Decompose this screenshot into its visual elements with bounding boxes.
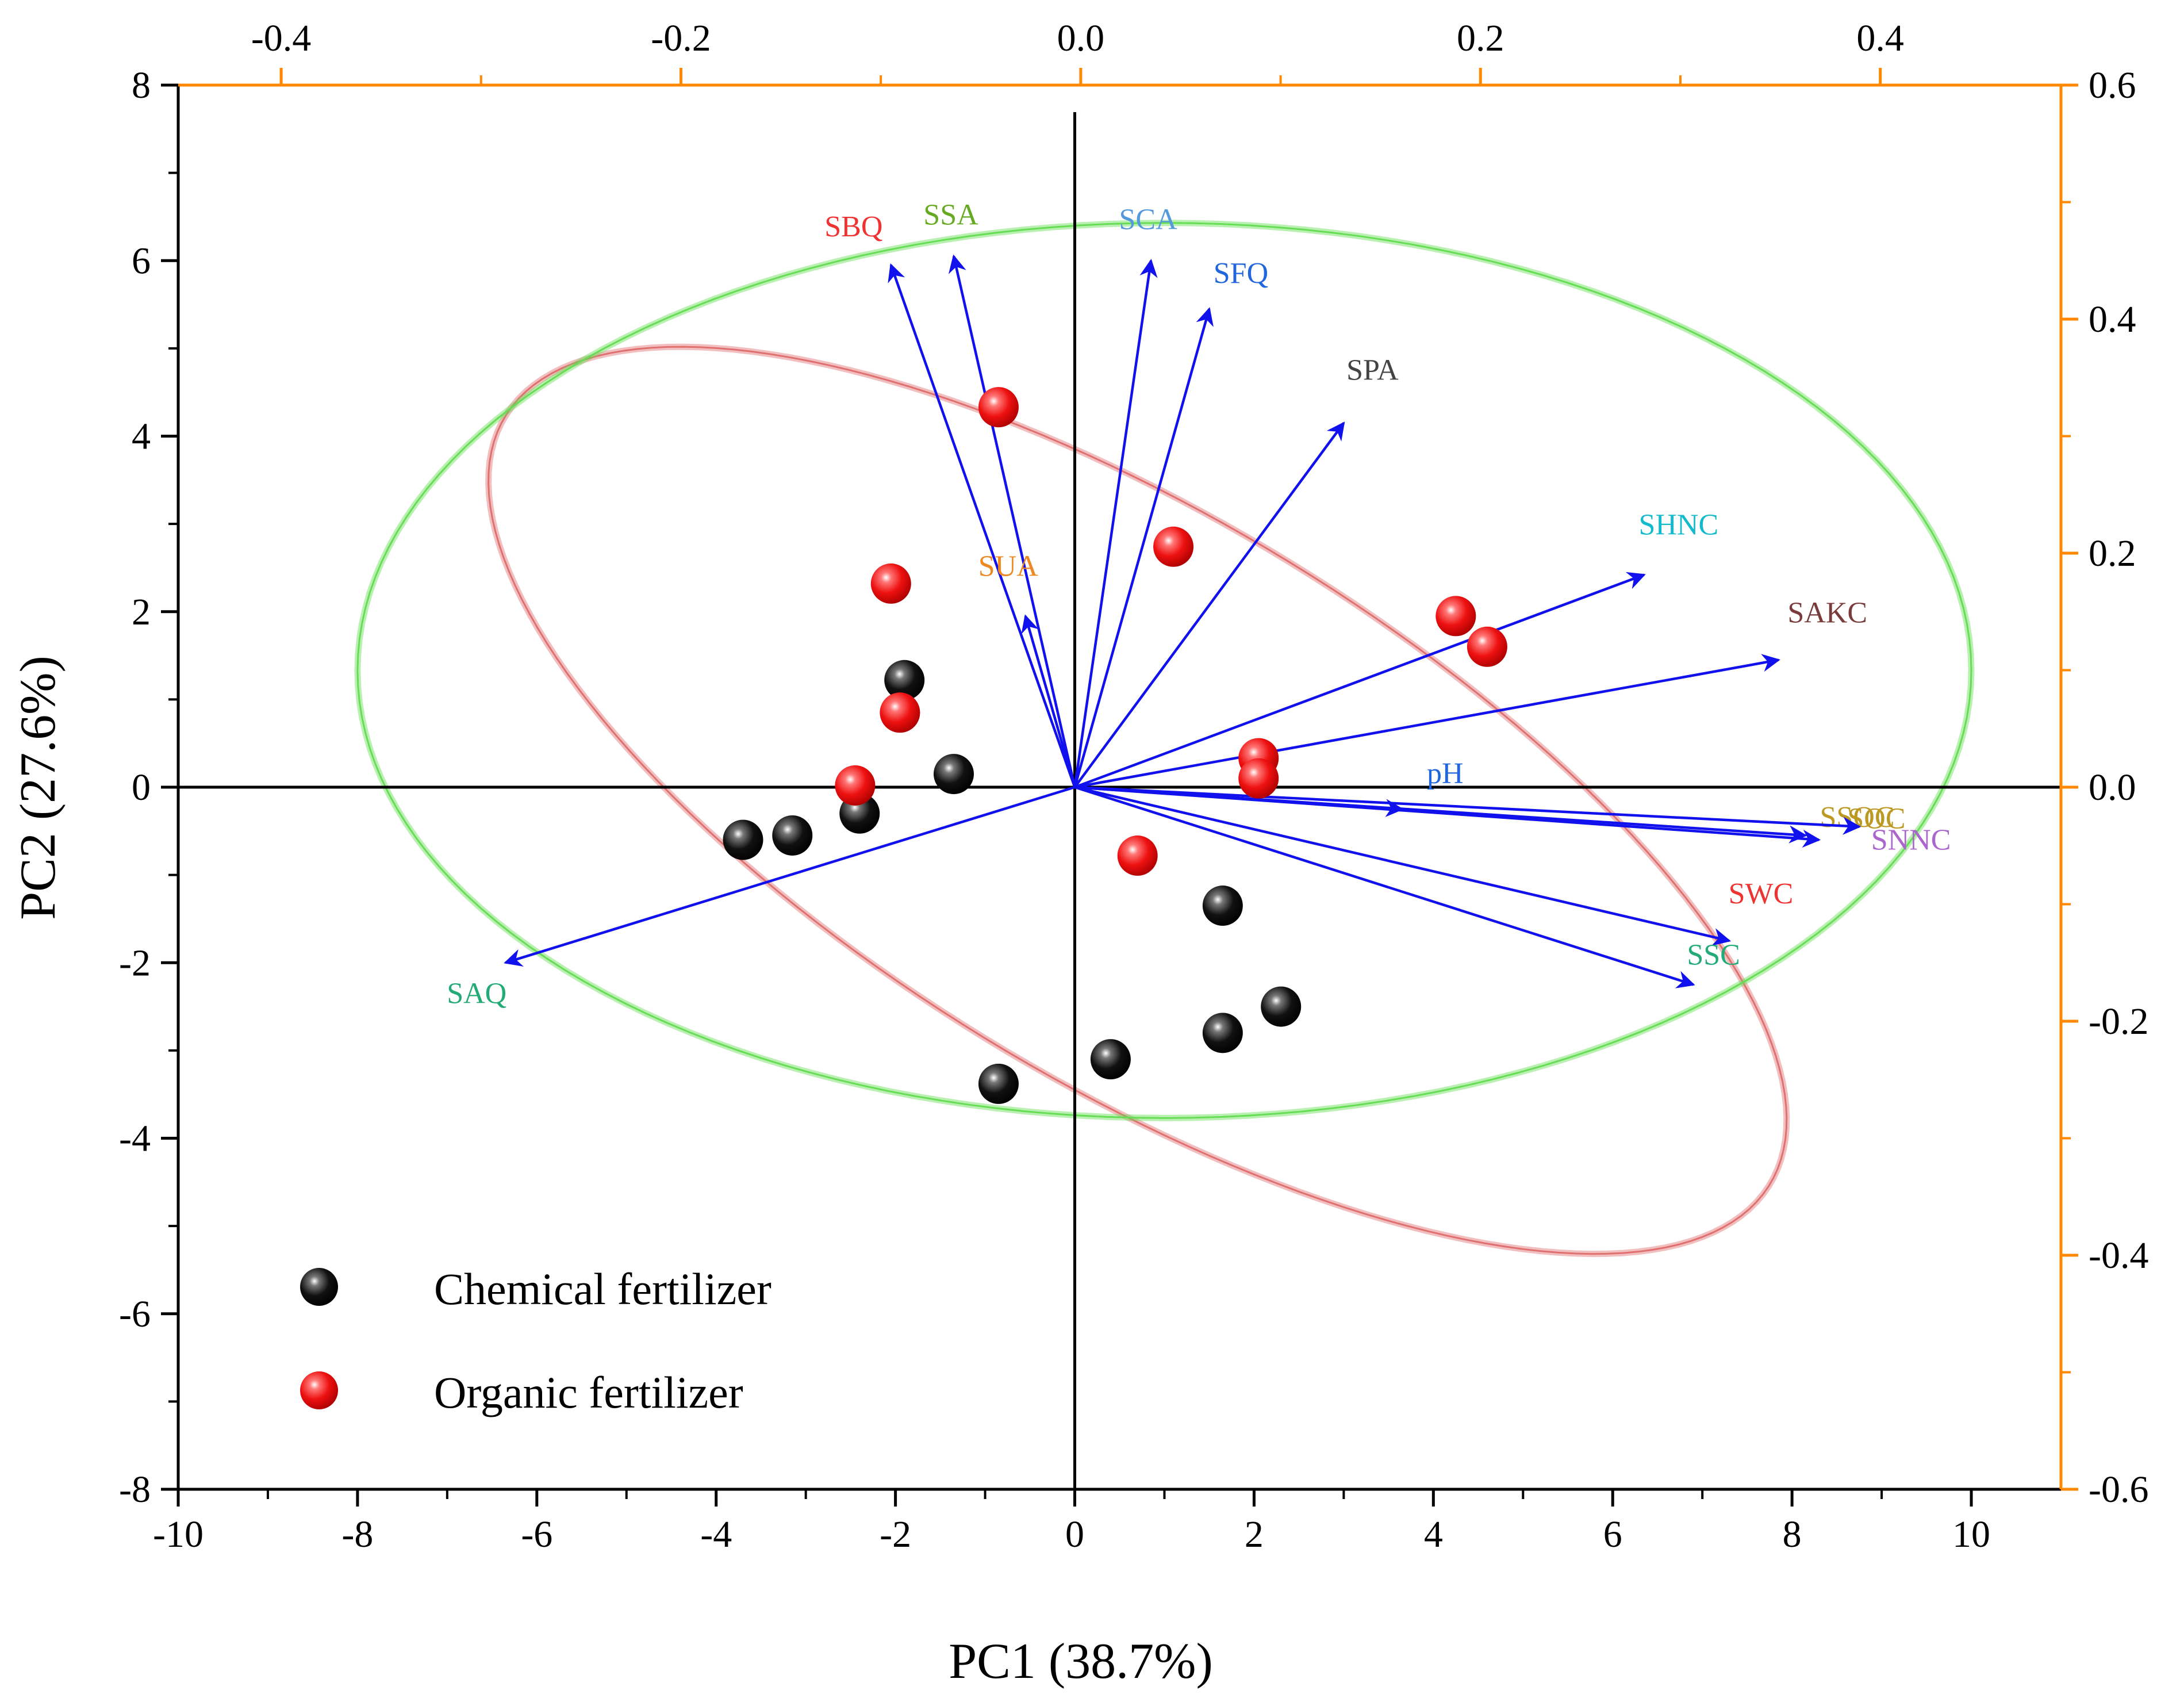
point-organic-fertilizer-9: [1435, 596, 1476, 637]
loading-arrow-sbq: [888, 263, 1076, 788]
point-organic-fertilizer-1: [835, 765, 876, 806]
right-tick-label--0.2: -0.2: [2089, 1001, 2148, 1042]
origin-crosshair: [178, 112, 2061, 1489]
y-tick-label--4: -4: [119, 1118, 151, 1160]
x-tick-label-8: 8: [1783, 1513, 1802, 1555]
point-chemical-fertilizer-6: [978, 1063, 1019, 1104]
legend-label-organic: Organic fertilizer: [434, 1367, 743, 1417]
loading-label-sca: SCA: [1119, 203, 1178, 236]
x-tick-label-4: 4: [1424, 1513, 1443, 1555]
loading-arrow-ssa: [948, 254, 1076, 788]
point-chemical-fertilizer-8: [1202, 886, 1243, 926]
loading-arrow-snnc: [1074, 785, 1861, 835]
right-tick-label--0.4: -0.4: [2089, 1235, 2148, 1277]
x-tick-label-10: 10: [1952, 1513, 1990, 1555]
point-chemical-fertilizer-5: [933, 754, 974, 795]
loading-label-ssa: SSA: [923, 199, 978, 232]
y-tick-label--8: -8: [119, 1469, 151, 1511]
loading-label-sfq: SFQ: [1214, 257, 1268, 290]
y-tick-label-2: 2: [132, 591, 151, 633]
x-tick-label-6: 6: [1603, 1513, 1622, 1555]
x-tick-label--4: -4: [700, 1513, 732, 1555]
y-tick-label-4: 4: [132, 416, 151, 458]
x-tick-label--8: -8: [341, 1513, 373, 1555]
point-chemical-fertilizer-10: [1261, 986, 1302, 1027]
loading-arrow-sca: [1073, 259, 1158, 788]
x-tick-label--10: -10: [153, 1513, 204, 1555]
confidence-ellipses: [354, 220, 1975, 1258]
loading-label-sakc: SAKC: [1787, 597, 1867, 630]
top-tick-label--0.4: -0.4: [251, 17, 311, 59]
point-chemical-fertilizer-9: [1202, 1013, 1243, 1053]
loading-vectors: SBQ SSA SCASFQSPASUASHNCSAKCpHSSOCSOCSNNCS…: [447, 199, 1951, 1010]
point-chemical-fertilizer-4: [884, 660, 925, 700]
point-chemical-fertilizer-7: [1090, 1039, 1131, 1080]
loading-arrow-sakc: [1074, 654, 1780, 789]
loading-arrow-sua: [1021, 614, 1076, 788]
point-organic-fertilizer-6: [1153, 526, 1194, 567]
right-tick-label-0.0: 0.0: [2089, 766, 2136, 808]
x-tick-label-2: 2: [1245, 1513, 1264, 1555]
x-tick-label-0: 0: [1065, 1513, 1084, 1555]
point-organic-fertilizer-3: [880, 692, 920, 733]
top-tick-label-0.0: 0.0: [1057, 17, 1105, 59]
loading-arrow-saq: [504, 785, 1076, 967]
loading-label-saq: SAQ: [447, 977, 506, 1010]
loading-label-ph: pH: [1427, 757, 1464, 790]
loading-arrow-sfq: [1073, 307, 1214, 788]
point-organic-fertilizer-8: [1238, 758, 1279, 799]
y-tick-label--2: -2: [119, 942, 151, 984]
top-tick-label-0.4: 0.4: [1856, 17, 1904, 59]
right-tick-label-0.6: 0.6: [2089, 64, 2136, 106]
loading-arrow-ssc: [1074, 785, 1695, 988]
legend-marker-chemical: [300, 1268, 338, 1306]
point-chemical-fertilizer-2: [772, 815, 813, 856]
y-axis-title: PC2 (27.6%): [10, 656, 66, 920]
loading-label-snnc: SNNC: [1871, 824, 1951, 857]
point-organic-fertilizer-2: [870, 563, 911, 604]
legend-label-chemical: Chemical fertilizer: [434, 1264, 771, 1314]
legend: Chemical fertilizer Organic fertilizer: [300, 1264, 771, 1417]
loading-label-ssc: SSC: [1687, 938, 1740, 971]
loading-arrow-soc: [1074, 785, 1821, 848]
sample-points: [723, 387, 1507, 1104]
legend-marker-organic: [300, 1371, 338, 1409]
loading-label-spa: SPA: [1346, 354, 1399, 387]
y-tick-label-6: 6: [132, 240, 151, 282]
right-tick-label--0.6: -0.6: [2089, 1469, 2148, 1511]
y-tick-label-0: 0: [132, 766, 151, 808]
loading-arrow-spa: [1073, 421, 1345, 788]
loading-label-swc: SWC: [1729, 877, 1794, 910]
x-tick-label--2: -2: [880, 1513, 911, 1555]
top-tick-label--0.2: -0.2: [651, 17, 711, 59]
right-tick-label-0.2: 0.2: [2089, 532, 2136, 574]
point-organic-fertilizer-10: [1467, 626, 1507, 667]
x-axis-title: PC1 (38.7%): [949, 1634, 1213, 1689]
loading-label-sua: SUA: [978, 550, 1038, 582]
right-tick-label-0.4: 0.4: [2089, 298, 2136, 340]
loading-arrow-swc: [1074, 785, 1732, 946]
point-chemical-fertilizer-1: [723, 819, 763, 860]
point-organic-fertilizer-4: [978, 387, 1019, 428]
y-tick-label-8: 8: [132, 64, 151, 106]
y-tick-label--6: -6: [119, 1293, 151, 1335]
loading-label-sbq: SBQ: [824, 210, 882, 243]
loading-label-shnc: SHNC: [1638, 509, 1718, 542]
x-tick-label--6: -6: [521, 1513, 552, 1555]
point-organic-fertilizer-5: [1117, 835, 1158, 876]
top-tick-label-0.2: 0.2: [1457, 17, 1504, 59]
ellipse-core-chemical-fertilizer: [356, 222, 1972, 1119]
loading-arrow-shnc: [1074, 572, 1646, 789]
